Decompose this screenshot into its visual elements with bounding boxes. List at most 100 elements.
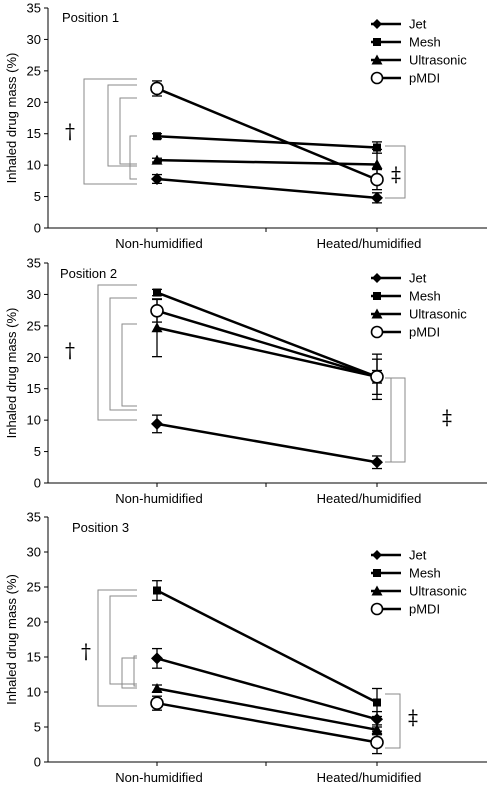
- legend-label: Jet: [409, 271, 427, 286]
- panel-position-2: 0 5 10 15 20 25 30 35 Non-humidified Heated/humid…: [4, 256, 487, 506]
- y-tick-label: 35: [27, 1, 41, 16]
- series-line-pmdi: [156, 87, 378, 181]
- y-tick-label: 35: [27, 256, 41, 271]
- series-line-jet: [156, 422, 378, 464]
- legend-marker-ultrasonic: [371, 308, 383, 319]
- data-point-jet: [371, 191, 383, 204]
- y-tick-label: 5: [34, 444, 41, 459]
- panel-position-1: 0 5 10 15 20 25 30 35 Non-humidified Heated/humid…: [4, 1, 487, 251]
- y-tick-label: 10: [27, 685, 41, 700]
- significance-bracket: [385, 145, 406, 199]
- legend-label: Jet: [409, 17, 427, 32]
- y-tick-label: 5: [34, 189, 41, 204]
- data-point-pmdi: [370, 735, 384, 750]
- panel-title: Position 1: [62, 10, 119, 25]
- y-tick-label: 25: [27, 318, 41, 333]
- significance-bracket: [109, 595, 137, 685]
- legend-marker-pmdi: [370, 325, 384, 339]
- legend-label: Ultrasonic: [409, 53, 467, 68]
- series-line-mesh: [156, 291, 378, 378]
- data-point-ultrasonic: [371, 724, 383, 735]
- significance-bracket: [109, 297, 137, 411]
- double-dagger-symbol: ‡: [408, 705, 418, 729]
- data-point-jet: [151, 172, 163, 185]
- significance-bracket: [385, 693, 401, 749]
- significance-bracket: [97, 284, 137, 421]
- legend-marker-jet: [372, 273, 382, 283]
- x-tick-label: Heated/humidified: [317, 236, 422, 251]
- y-tick-label: 20: [27, 95, 41, 110]
- dagger-symbol: †: [81, 639, 91, 663]
- data-point-mesh: [373, 698, 381, 707]
- legend-marker-mesh: [373, 38, 381, 46]
- double-dagger-symbol: ‡: [391, 162, 401, 186]
- data-point-mesh: [153, 132, 161, 141]
- y-tick-label: 0: [34, 476, 41, 491]
- y-tick-label: 20: [27, 350, 41, 365]
- legend-label: pMDI: [409, 602, 440, 617]
- legend-marker-jet: [372, 19, 382, 29]
- legend-marker-pmdi: [370, 71, 384, 85]
- data-point-ultrasonic: [371, 159, 383, 170]
- data-point-pmdi: [150, 696, 164, 711]
- y-tick-label: 30: [27, 287, 41, 302]
- legend-label: Mesh: [409, 566, 441, 581]
- x-tick-label: Non-humidified: [115, 770, 202, 785]
- legend-label: Mesh: [409, 289, 441, 304]
- data-point-jet: [371, 713, 383, 726]
- legend-label: Ultrasonic: [409, 584, 467, 599]
- dagger-symbol: †: [65, 338, 75, 362]
- y-tick-label: 10: [27, 158, 41, 173]
- data-point-pmdi: [150, 81, 164, 96]
- legend: Jet Mesh Ultrasonic pMDI: [370, 271, 467, 340]
- legend-label: pMDI: [409, 71, 440, 86]
- panel-title: Position 2: [60, 266, 117, 281]
- legend-marker-ultrasonic: [371, 585, 383, 596]
- y-axis-title: Inhaled drug mass (%): [4, 53, 19, 184]
- data-point-pmdi: [150, 303, 164, 318]
- dagger-symbol: †: [65, 119, 75, 143]
- series-line-jet: [156, 177, 378, 200]
- legend: Jet Mesh Ultrasonic pMDI: [370, 17, 467, 86]
- legend-label: Jet: [409, 548, 427, 563]
- y-tick-label: 30: [27, 545, 41, 560]
- y-tick-label: 25: [27, 580, 41, 595]
- legend-label: Ultrasonic: [409, 307, 467, 322]
- data-point-pmdi: [370, 172, 384, 187]
- legend-marker-pmdi: [370, 602, 384, 616]
- x-tick-label: Heated/humidified: [317, 770, 422, 785]
- significance-bracket: [385, 377, 406, 463]
- x-tick-label: Heated/humidified: [317, 491, 422, 506]
- double-dagger-symbol: ‡: [442, 405, 452, 429]
- y-tick-label: 0: [34, 755, 41, 770]
- series-line-pmdi: [156, 701, 378, 744]
- legend-marker-ultrasonic: [371, 54, 383, 65]
- data-point-jet: [371, 456, 383, 469]
- y-tick-label: 10: [27, 413, 41, 428]
- series-line-jet: [156, 657, 378, 721]
- series-line-pmdi: [156, 309, 378, 378]
- y-tick-label: 25: [27, 63, 41, 78]
- data-point-mesh: [373, 143, 381, 152]
- significance-bracket: [107, 84, 137, 167]
- series-line-mesh: [156, 589, 378, 704]
- legend-label: Mesh: [409, 35, 441, 50]
- significance-bracket: [129, 135, 137, 180]
- data-point-ultrasonic: [151, 683, 163, 693]
- series-line-mesh: [156, 134, 378, 149]
- legend-marker-mesh: [373, 292, 381, 300]
- panel-title: Position 3: [72, 520, 129, 535]
- data-point-jet: [151, 417, 163, 430]
- y-tick-label: 0: [34, 221, 41, 236]
- significance-bracket: [97, 589, 137, 707]
- data-point-jet: [151, 652, 163, 665]
- y-tick-label: 30: [27, 32, 41, 47]
- panel-position-3: 0 5 10 15 20 25 30 35 Non-humidified Heated/humid…: [4, 510, 487, 785]
- y-tick-label: 15: [27, 126, 41, 141]
- y-tick-label: 15: [27, 381, 41, 396]
- legend: Jet Mesh Ultrasonic pMDI: [370, 548, 467, 617]
- legend-marker-mesh: [373, 569, 381, 577]
- significance-bracket: [121, 657, 137, 689]
- series-line-ultrasonic: [156, 158, 378, 166]
- data-point-ultrasonic: [151, 322, 163, 333]
